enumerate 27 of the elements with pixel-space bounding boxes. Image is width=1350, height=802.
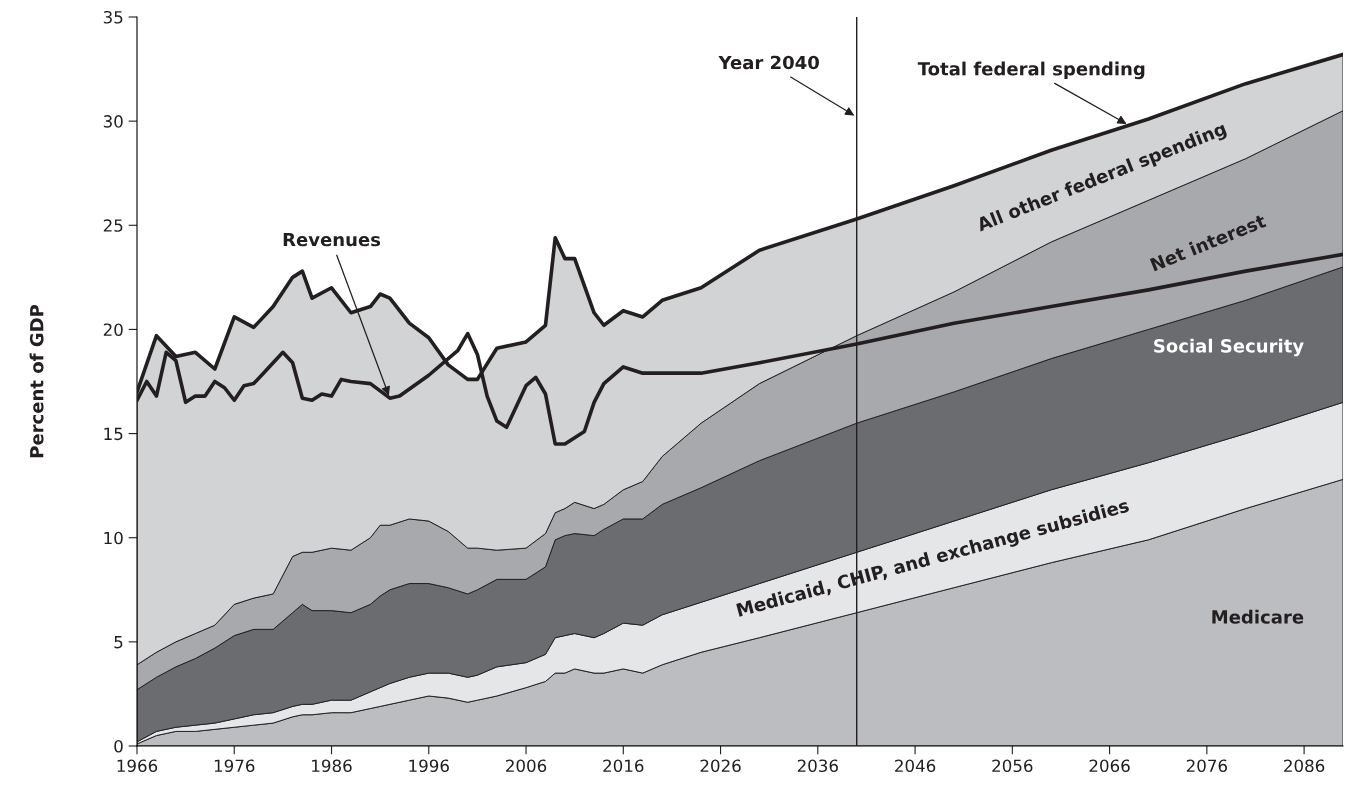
x-tick-label: 1976	[214, 759, 255, 773]
y-tick-label: 0	[114, 739, 123, 753]
x-tick-label: 2076	[1186, 759, 1227, 773]
x-tick-label: 2056	[992, 759, 1033, 773]
y-tick-label: 20	[103, 323, 123, 336]
x-tick-label: 2036	[797, 759, 838, 773]
x-tick-label: 1966	[117, 759, 158, 773]
y-tick-label: 25	[103, 219, 123, 232]
y-tick-label: 10	[104, 531, 123, 545]
series-label: Social Security	[1154, 338, 1304, 357]
x-tick-label: 2016	[603, 759, 644, 773]
x-tick-label: 2006	[506, 759, 547, 773]
y-tick-label: 30	[103, 115, 123, 128]
y-tick-label: 15	[104, 427, 123, 441]
x-tick-label: 1996	[409, 759, 449, 773]
x-tick-label: 1986	[312, 759, 352, 773]
y-tick-label: 5	[114, 636, 123, 649]
x-tick-label: 2066	[1089, 759, 1130, 773]
y-axis-title: Percent of GDP	[29, 304, 44, 458]
annotation: Revenues	[283, 232, 381, 247]
x-tick-label: 2026	[700, 759, 741, 773]
x-tick-label: 2086	[1284, 759, 1325, 773]
series-label: Medicare	[1212, 609, 1304, 624]
annotation: Total federal spending	[917, 61, 1145, 80]
y-tick-label: 35	[103, 10, 123, 24]
ref-line-label: Year 2040	[718, 55, 819, 70]
x-tick-label: 2046	[895, 759, 936, 773]
